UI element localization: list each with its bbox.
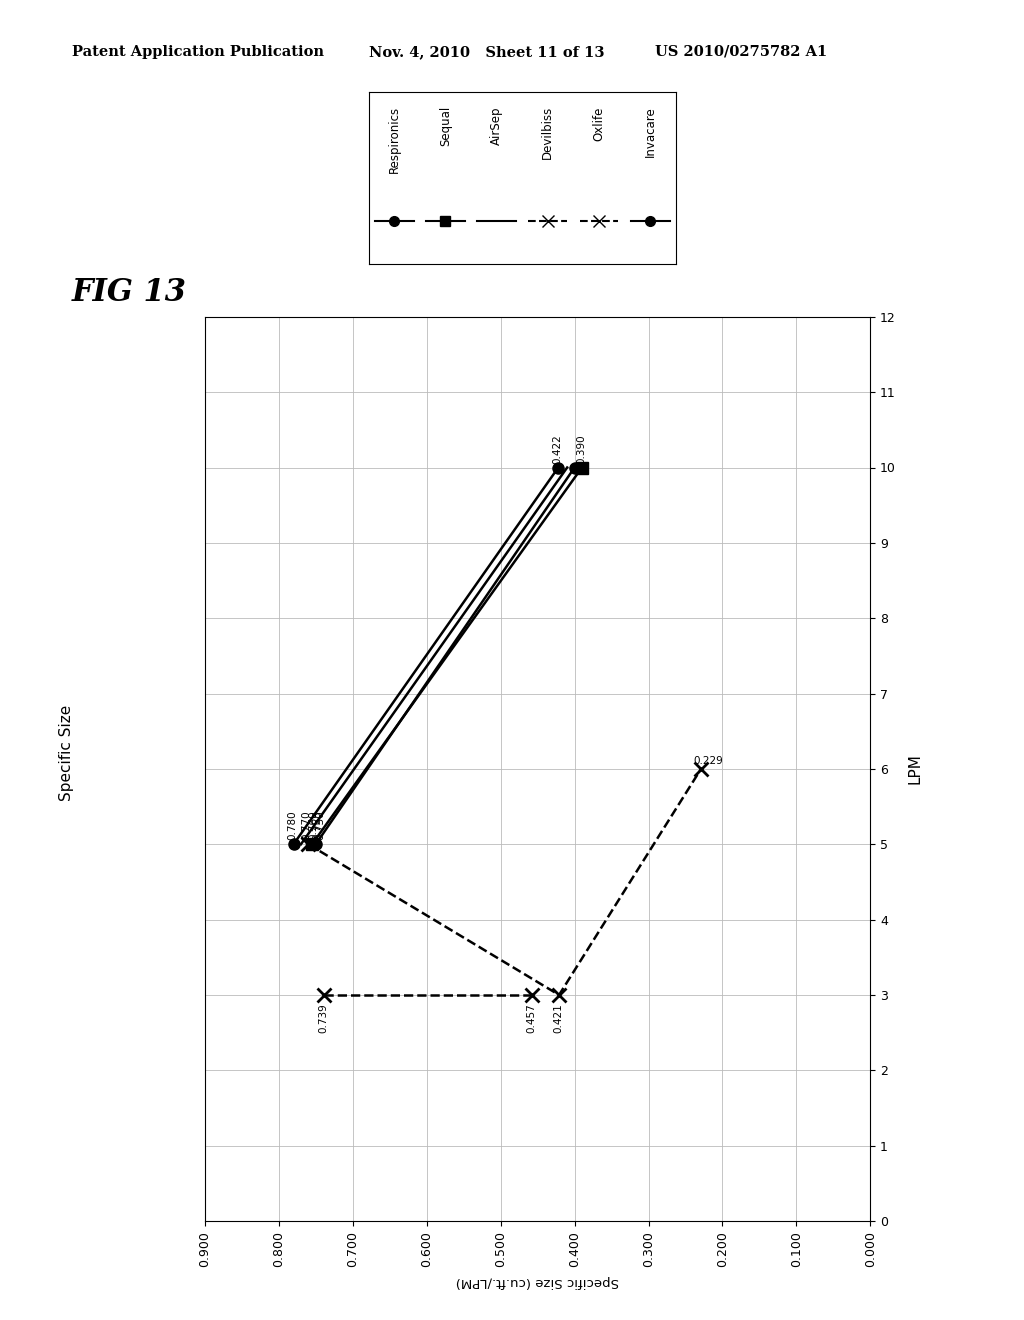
Text: 0.770: 0.770 [301, 810, 311, 841]
Text: Nov. 4, 2010   Sheet 11 of 13: Nov. 4, 2010 Sheet 11 of 13 [369, 45, 604, 59]
Text: Specific Size: Specific Size [59, 705, 74, 800]
Text: 0.457: 0.457 [526, 1003, 537, 1032]
Text: Oxlife: Oxlife [593, 106, 605, 140]
Text: US 2010/0275782 A1: US 2010/0275782 A1 [655, 45, 827, 59]
Text: Invacare: Invacare [644, 106, 656, 157]
Text: 0.750: 0.750 [315, 810, 326, 841]
Text: 0.422: 0.422 [552, 434, 562, 463]
Text: 0.229: 0.229 [693, 756, 723, 767]
Text: 0.421: 0.421 [553, 1003, 563, 1032]
Text: AirSep: AirSep [490, 106, 503, 145]
Text: 0.390: 0.390 [577, 434, 586, 463]
Text: Devilbiss: Devilbiss [542, 106, 554, 160]
Text: Respironics: Respironics [388, 106, 400, 173]
Y-axis label: LPM: LPM [907, 754, 922, 784]
Text: 0.760: 0.760 [308, 810, 318, 841]
Text: Sequal: Sequal [439, 106, 452, 147]
Text: 0.739: 0.739 [317, 1003, 328, 1032]
Text: FIG 13: FIG 13 [72, 277, 186, 308]
Text: 0.780: 0.780 [288, 810, 298, 841]
Text: Patent Application Publication: Patent Application Publication [72, 45, 324, 59]
X-axis label: Specific Size (cu.ft./LPM): Specific Size (cu.ft./LPM) [456, 1275, 620, 1288]
Text: 0.755: 0.755 [312, 810, 322, 841]
